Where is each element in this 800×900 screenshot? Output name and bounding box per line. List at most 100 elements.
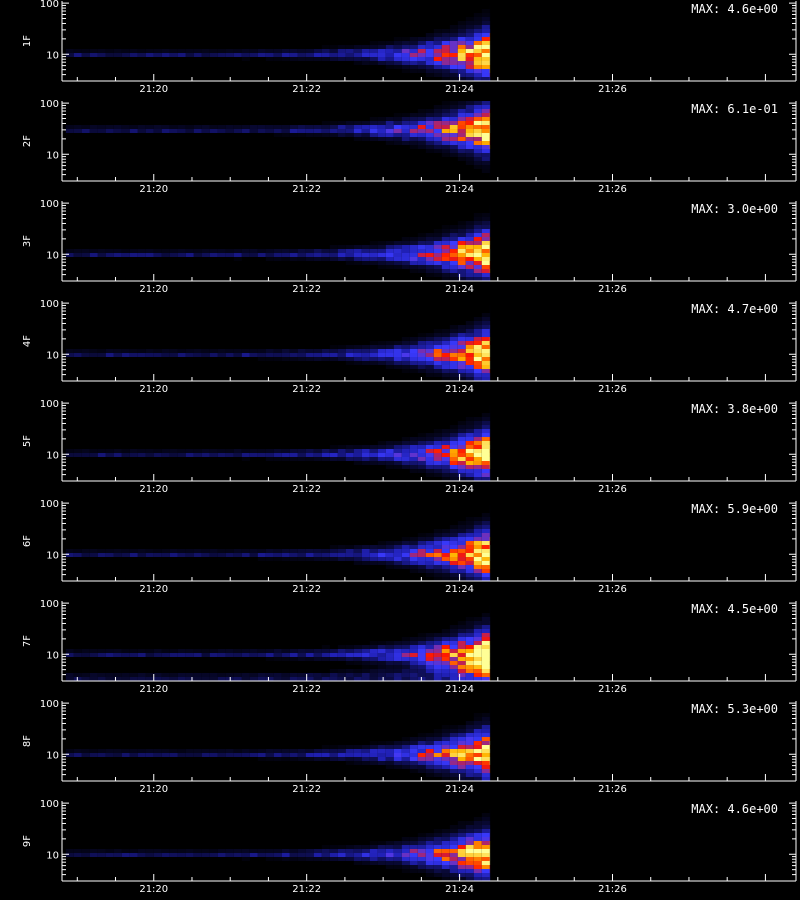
heatmap-cell (465, 141, 474, 145)
heatmap-cell (441, 445, 450, 449)
heatmap-cell (473, 365, 482, 369)
heatmap-cell (73, 125, 82, 129)
heatmap-cell (281, 125, 290, 129)
heatmap-cell (473, 757, 482, 761)
heatmap-cell (433, 857, 442, 861)
panel-label: 3F (22, 235, 33, 247)
heatmap-cell (385, 353, 394, 357)
heatmap-cell (433, 753, 442, 757)
heatmap-cell (481, 761, 490, 765)
heatmap-cell (89, 49, 98, 53)
x-tick-label: 21:20 (139, 484, 168, 495)
heatmap-cell (177, 53, 186, 57)
heatmap-cell (249, 129, 258, 133)
heatmap-cell (361, 661, 370, 665)
heatmap-cell (481, 361, 490, 365)
heatmap-cell (369, 117, 378, 121)
heatmap-cell (449, 265, 458, 269)
heatmap-cell (401, 653, 410, 657)
heatmap-cell (473, 457, 482, 461)
heatmap-cell (441, 37, 450, 41)
heatmap-cell (473, 361, 482, 365)
heatmap-cell (457, 141, 466, 145)
heatmap-cell (177, 49, 186, 53)
heatmap-cell (305, 49, 314, 53)
heatmap-cell (433, 529, 442, 533)
heatmap-cell (441, 225, 450, 229)
heatmap-cell (129, 549, 138, 553)
heatmap-cell (465, 233, 474, 237)
heatmap-cell (257, 453, 266, 457)
heatmap-cell (377, 761, 386, 765)
heatmap-cell (369, 353, 378, 357)
heatmap-cell (457, 121, 466, 125)
heatmap-cell (81, 249, 90, 253)
heatmap-cell (193, 853, 202, 857)
heatmap-cell (481, 617, 490, 621)
heatmap-cell (137, 849, 146, 853)
heatmap-cell (201, 753, 210, 757)
heatmap-cell (449, 37, 458, 41)
heatmap-cell (465, 333, 474, 337)
heatmap-cell (457, 257, 466, 261)
heatmap-cell (441, 253, 450, 257)
heatmap-cell (457, 869, 466, 873)
heatmap-cell (65, 849, 74, 853)
heatmap-cell (417, 345, 426, 349)
heatmap-cell (289, 857, 298, 861)
heatmap-cell (361, 549, 370, 553)
heatmap-cell (425, 533, 434, 537)
heatmap-cell (113, 677, 122, 681)
heatmap-cell (225, 849, 234, 853)
heatmap-cell (385, 641, 394, 645)
heatmap-cell (377, 349, 386, 353)
heatmap-cell (345, 245, 354, 249)
heatmap-cell (361, 849, 370, 853)
heatmap-cell (433, 541, 442, 545)
heatmap-cell (465, 757, 474, 761)
heatmap-cell (209, 253, 218, 257)
heatmap-cell (417, 669, 426, 673)
heatmap-cell (417, 333, 426, 337)
heatmap-cell (337, 249, 346, 253)
heatmap-cell (417, 129, 426, 133)
heatmap-cell (321, 857, 330, 861)
heatmap-cell (433, 69, 442, 73)
heatmap-cell (105, 749, 114, 753)
heatmap-cell (425, 673, 434, 677)
heatmap-cell (169, 449, 178, 453)
heatmap-cell (329, 669, 338, 673)
x-tick-label: 21:20 (139, 684, 168, 695)
heatmap-cell (401, 57, 410, 61)
heatmap-cell (465, 25, 474, 29)
heatmap-cell (97, 849, 106, 853)
heatmap-cell (425, 121, 434, 125)
heatmap-cell (465, 449, 474, 453)
heatmap-cell (481, 629, 490, 633)
heatmap-cell (425, 133, 434, 137)
heatmap-cell (449, 553, 458, 557)
heatmap-cell (473, 141, 482, 145)
heatmap-cell (393, 661, 402, 665)
heatmap-cell (329, 557, 338, 561)
heatmap-cell (449, 237, 458, 241)
heatmap-cell (457, 777, 466, 781)
heatmap-cell (417, 361, 426, 365)
heatmap-cell (393, 841, 402, 845)
heatmap-cell (449, 469, 458, 473)
heatmap-cell (401, 541, 410, 545)
heatmap-cell (105, 353, 114, 357)
heatmap-cell (145, 653, 154, 657)
heatmap-cell (409, 549, 418, 553)
heatmap-cell (65, 649, 74, 653)
heatmap-cell (121, 549, 130, 553)
heatmap-cell (73, 53, 82, 57)
heatmap-cell (433, 649, 442, 653)
heatmap-cell (289, 129, 298, 133)
heatmap-cell (241, 553, 250, 557)
heatmap-cell (305, 557, 314, 561)
heatmap-cell (313, 553, 322, 557)
heatmap-cell (409, 449, 418, 453)
heatmap-cell (449, 865, 458, 869)
